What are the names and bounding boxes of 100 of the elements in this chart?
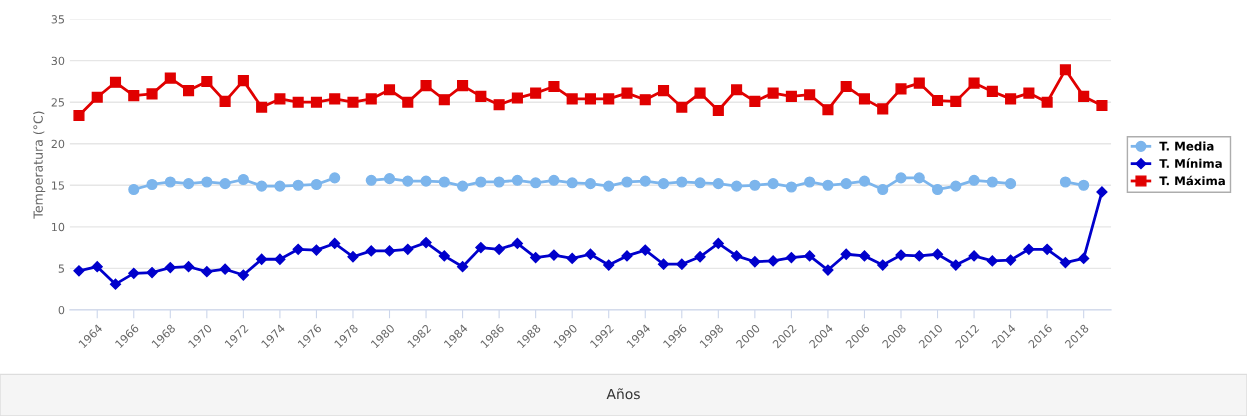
point: [164, 176, 176, 188]
point: [511, 92, 523, 104]
y-tick-label: 15: [52, 181, 64, 190]
point: [749, 256, 761, 268]
point: [274, 93, 286, 105]
point: [731, 180, 743, 192]
point: [621, 176, 633, 188]
point: [1078, 90, 1090, 102]
point: [603, 180, 615, 192]
point: [694, 87, 706, 99]
point: [639, 94, 651, 106]
legend-label: T. Máxima: [1159, 175, 1225, 186]
point: [383, 84, 396, 96]
y-tick-label: 0: [58, 305, 65, 315]
point: [950, 259, 962, 271]
point: [109, 278, 122, 290]
point: [420, 175, 432, 187]
point: [1078, 252, 1090, 265]
point: [402, 243, 414, 255]
point: [383, 245, 396, 257]
point: [730, 250, 743, 262]
point: [804, 89, 816, 101]
point: [493, 243, 505, 255]
point: [274, 253, 286, 265]
point: [767, 178, 779, 190]
point: [785, 251, 798, 264]
point: [785, 181, 797, 193]
point: [676, 101, 688, 113]
point: [292, 96, 304, 108]
y-tick-label: 5: [58, 264, 64, 273]
point: [329, 93, 341, 105]
point: [128, 183, 140, 196]
point: [128, 267, 140, 279]
point: [237, 75, 249, 87]
point: [383, 173, 396, 185]
point: [639, 244, 651, 256]
point: [457, 180, 469, 192]
point: [603, 259, 615, 271]
point: [950, 95, 962, 107]
point: [219, 95, 231, 107]
point: [858, 175, 871, 187]
point: [968, 250, 980, 262]
point: [986, 85, 998, 97]
point: [292, 243, 304, 255]
point: [1005, 178, 1017, 190]
point: [365, 245, 377, 257]
y-tick-label: 25: [51, 98, 64, 107]
point: [91, 261, 103, 273]
point: [913, 77, 925, 89]
point: [548, 249, 560, 261]
point: [694, 177, 706, 189]
x-axis-title: Años: [606, 388, 640, 400]
point: [438, 250, 450, 262]
point: [566, 177, 578, 189]
point: [986, 255, 998, 267]
point: [164, 261, 176, 274]
point: [603, 93, 615, 105]
point: [109, 76, 122, 88]
point: [822, 104, 834, 116]
point: [402, 175, 414, 187]
point: [657, 85, 670, 97]
point: [731, 84, 743, 96]
point: [822, 179, 834, 191]
point: [1078, 179, 1090, 191]
y-axis-title: Temperatura (°C): [33, 111, 46, 219]
point: [475, 90, 487, 102]
point: [584, 93, 597, 105]
point: [931, 94, 944, 107]
point: [950, 180, 962, 192]
point: [457, 80, 469, 92]
point: [694, 251, 706, 263]
point: [256, 180, 268, 192]
point: [420, 80, 432, 92]
point: [73, 265, 85, 277]
point: [438, 94, 450, 106]
point: [420, 237, 432, 249]
point: [256, 253, 268, 265]
point: [456, 261, 469, 273]
point: [182, 261, 195, 273]
point: [310, 178, 322, 191]
point: [365, 174, 377, 186]
point: [840, 248, 852, 260]
point: [858, 93, 871, 105]
point: [146, 88, 158, 100]
point: [1059, 176, 1071, 188]
point: [657, 178, 670, 190]
point: [475, 176, 487, 188]
point: [566, 252, 578, 265]
point: [256, 101, 268, 113]
point: [164, 72, 176, 84]
point: [1023, 243, 1035, 255]
point: [676, 176, 688, 188]
point: [840, 178, 852, 190]
point: [146, 178, 158, 191]
y-tick-label: 30: [51, 56, 65, 66]
point: [877, 259, 889, 271]
point: [530, 87, 542, 99]
point: [858, 250, 871, 262]
point: [201, 75, 213, 88]
point: [347, 251, 359, 263]
